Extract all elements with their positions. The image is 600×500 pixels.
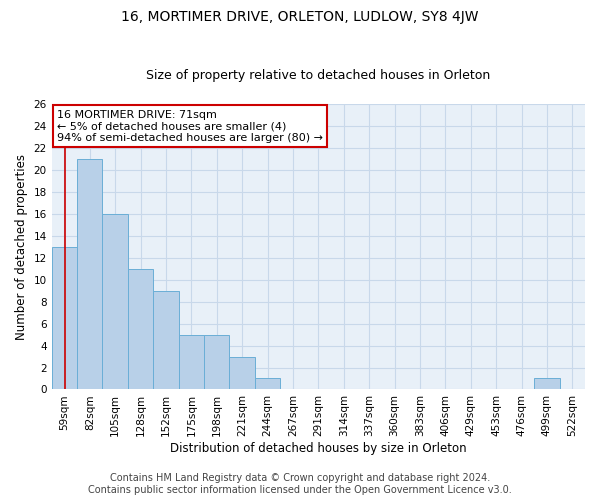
Text: 16 MORTIMER DRIVE: 71sqm
← 5% of detached houses are smaller (4)
94% of semi-det: 16 MORTIMER DRIVE: 71sqm ← 5% of detache… xyxy=(57,110,323,143)
Bar xyxy=(77,159,103,390)
Bar xyxy=(255,378,280,390)
Bar xyxy=(229,356,255,390)
Bar xyxy=(52,246,77,390)
Text: Contains HM Land Registry data © Crown copyright and database right 2024.
Contai: Contains HM Land Registry data © Crown c… xyxy=(88,474,512,495)
Text: 16, MORTIMER DRIVE, ORLETON, LUDLOW, SY8 4JW: 16, MORTIMER DRIVE, ORLETON, LUDLOW, SY8… xyxy=(121,10,479,24)
X-axis label: Distribution of detached houses by size in Orleton: Distribution of detached houses by size … xyxy=(170,442,467,455)
Bar xyxy=(128,268,153,390)
Bar xyxy=(534,378,560,390)
Bar xyxy=(103,214,128,390)
Bar xyxy=(179,334,204,390)
Title: Size of property relative to detached houses in Orleton: Size of property relative to detached ho… xyxy=(146,69,490,82)
Y-axis label: Number of detached properties: Number of detached properties xyxy=(15,154,28,340)
Bar xyxy=(204,334,229,390)
Bar xyxy=(153,290,179,390)
